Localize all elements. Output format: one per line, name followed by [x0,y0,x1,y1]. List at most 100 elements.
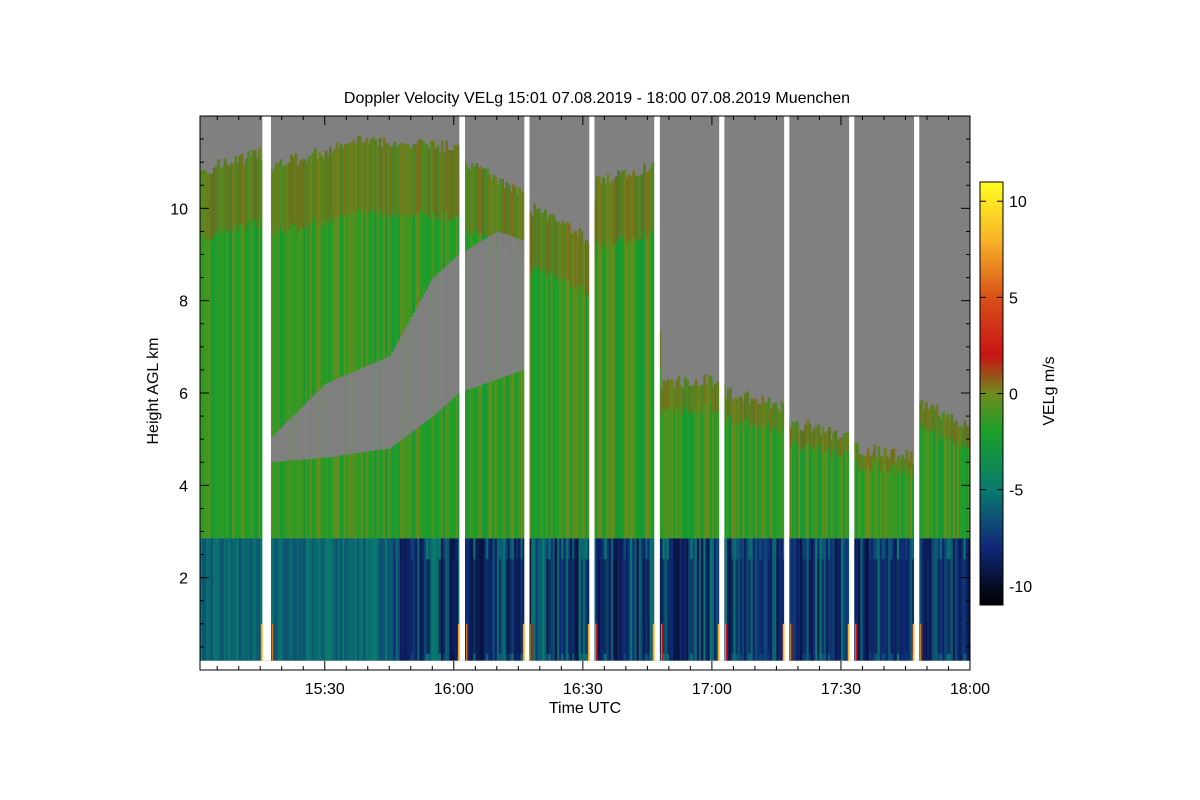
cloud-top-band [417,140,420,212]
cloud-top-band [565,222,569,280]
cloud-top-band [443,152,446,222]
cloud-column [369,139,373,539]
cloud-column [544,209,547,539]
clear-gap [387,356,390,449]
downdraft-streak [873,559,876,654]
boundary-layer-column [380,538,384,661]
cloud-column [569,233,573,539]
boundary-layer-column [404,538,408,661]
downdraft-streak [406,559,410,654]
boundary-layer-column [636,538,640,661]
cloud-top-band [477,167,481,235]
clear-gap [501,232,504,378]
boundary-layer-column [367,538,371,661]
boundary-layer-column [754,538,758,661]
cloud-column [815,425,818,539]
cloud-top-band [686,380,689,410]
cloud-column [597,176,601,539]
colorbar-label: VELg m/s [1041,356,1058,425]
cloud-top-band [832,431,836,452]
cloud-top-band [260,160,263,229]
cloud-top-band [283,165,287,233]
cloud-column [776,408,780,539]
cloud-column [726,389,730,539]
clear-gap [397,340,401,442]
colorbar-tick-label: 0 [1009,387,1018,404]
cloud-top-band [275,162,279,231]
boundary-layer-column [290,538,294,661]
downdraft-streak [937,559,941,654]
cloud-top-band [563,223,567,281]
cloud-column [281,166,285,539]
y-tick-label: 10 [170,201,188,218]
cloud-top-band [378,137,382,211]
downdraft-streak [647,559,651,654]
cloud-top-band [337,148,341,219]
cloud-top-band [425,144,429,216]
cloud-column [746,391,750,539]
clear-gap [447,264,451,403]
clear-gap [320,388,324,458]
cloud-column [352,139,356,539]
cloud-column [225,164,229,539]
cloud-column [357,136,360,539]
cloud-top-band [514,187,517,251]
cloud-top-band [879,456,883,472]
cloud-column [911,463,915,539]
cloud-top-band [957,426,960,447]
downdraft-streak [662,559,666,654]
cloud-top-band [924,401,928,427]
cloud-column [217,159,220,539]
plot-area [199,115,971,671]
cloud-top-band [681,388,685,416]
cloud-column [804,424,808,539]
cloud-column [888,458,892,539]
cloud-column [754,398,758,539]
boundary-layer-column [298,538,302,661]
cloud-column [957,426,960,539]
downdraft-streak [748,559,752,654]
boundary-layer-column [535,538,539,661]
clear-gap [425,289,429,421]
cloud-column [890,449,894,539]
x-tick-label: 15:30 [305,681,345,698]
cloud-top-band [931,404,935,429]
downdraft-streak [623,559,627,654]
cloud-top-band [509,191,513,254]
boundary-layer-column [204,538,208,661]
cloud-column [677,376,681,539]
cloud-top-band [518,187,522,251]
cloud-top-band [221,166,225,234]
clear-gap [318,390,322,459]
cloud-column [797,429,801,539]
clear-gap [367,365,371,452]
cloud-top-band [812,427,816,448]
cloud-top-band [819,434,823,454]
clear-gap [273,434,276,462]
boundary-layer-column [819,538,823,661]
downdraft-streak [455,559,459,654]
cloud-top-band [834,430,838,450]
cloud-top-band [774,402,778,428]
cloud-column [767,397,771,539]
cloud-column [823,432,827,539]
boundary-layer-column [402,538,405,661]
boundary-layer-column [877,538,881,661]
cloud-top-band [795,421,799,443]
cloud-column [361,142,365,539]
boundary-layer-column [206,538,210,661]
cloud-top-band [346,143,350,215]
clutter-spike [458,623,460,670]
cloud-column [365,137,369,539]
boundary-layer-column [333,538,337,661]
cloud-top-band [752,400,756,426]
cloud-column [952,422,956,539]
cloud-top-band [731,401,735,427]
cloud-top-band [677,376,681,406]
downdraft-streak [602,559,605,654]
cloud-column [780,401,784,539]
cloud-top-band [707,375,711,405]
cloud-column [651,162,655,539]
boundary-layer-column [376,538,380,661]
